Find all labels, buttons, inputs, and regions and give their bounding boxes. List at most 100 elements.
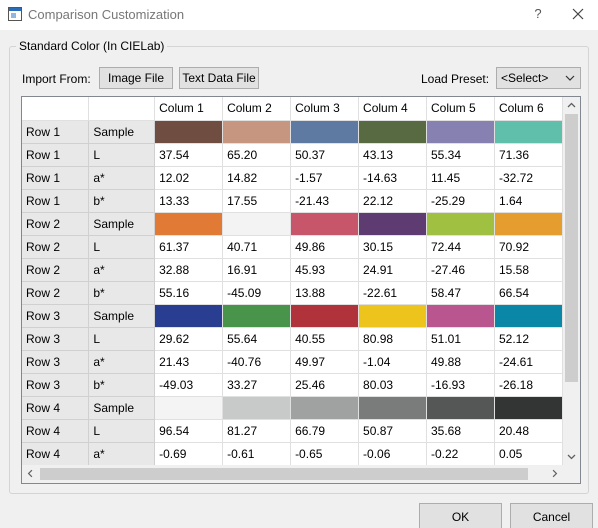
value-cell[interactable]: 55.34 [426,143,495,167]
text-data-file-button[interactable]: Text Data File [179,67,259,89]
value-cell[interactable]: 40.55 [290,327,360,351]
vertical-scrollbar[interactable] [563,97,580,465]
value-cell[interactable]: 80.98 [358,327,427,351]
value-cell[interactable]: 15.58 [494,258,563,282]
scroll-down-icon[interactable] [563,448,580,465]
color-swatch-cell[interactable] [494,396,563,420]
value-cell[interactable]: -0.65 [290,442,360,465]
row-type-cell[interactable]: Sample [88,396,156,420]
color-swatch-cell[interactable] [222,120,292,144]
row-type-cell[interactable]: b* [88,189,156,213]
column-header[interactable]: Colum 1 [154,97,224,121]
value-cell[interactable]: 50.87 [358,419,427,443]
row-type-cell[interactable]: a* [88,350,156,374]
color-swatch-cell[interactable] [358,212,427,236]
value-cell[interactable]: 14.82 [222,166,292,190]
color-swatch-cell[interactable] [290,212,360,236]
value-cell[interactable]: -0.61 [222,442,292,465]
column-header[interactable]: Colum 6 [494,97,563,121]
row-type-cell[interactable]: a* [88,166,156,190]
color-swatch-cell[interactable] [358,304,427,328]
value-cell[interactable]: -22.61 [358,281,427,305]
value-cell[interactable]: 70.92 [494,235,563,259]
vertical-scroll-thumb[interactable] [565,114,578,382]
value-cell[interactable]: 16.91 [222,258,292,282]
cancel-button[interactable]: Cancel [510,503,593,528]
color-swatch-cell[interactable] [358,120,427,144]
help-button[interactable]: ? [534,6,542,21]
value-cell[interactable]: 12.02 [154,166,224,190]
row-name-cell[interactable]: Row 4 [22,419,90,443]
column-header[interactable]: Colum 4 [358,97,427,121]
value-cell[interactable]: -24.61 [494,350,563,374]
row-type-cell[interactable]: L [88,235,156,259]
column-header[interactable]: Colum 2 [222,97,292,121]
value-cell[interactable]: 43.13 [358,143,427,167]
value-cell[interactable]: 1.64 [494,189,563,213]
row-name-cell[interactable]: Row 3 [22,350,90,374]
color-swatch-cell[interactable] [426,120,495,144]
value-cell[interactable]: 51.01 [426,327,495,351]
color-swatch-cell[interactable] [154,120,224,144]
value-cell[interactable]: -21.43 [290,189,360,213]
value-cell[interactable]: -25.29 [426,189,495,213]
row-name-cell[interactable]: Row 2 [22,281,90,305]
color-swatch-cell[interactable] [358,396,427,420]
row-type-cell[interactable]: L [88,143,156,167]
value-cell[interactable]: 52.12 [494,327,563,351]
column-header[interactable]: Colum 3 [290,97,360,121]
color-swatch-cell[interactable] [222,212,292,236]
value-cell[interactable]: -0.06 [358,442,427,465]
row-type-cell[interactable]: a* [88,442,156,465]
value-cell[interactable]: 17.55 [222,189,292,213]
value-cell[interactable]: -16.93 [426,373,495,397]
load-preset-select[interactable]: <Select> [496,67,581,89]
value-cell[interactable]: 37.54 [154,143,224,167]
value-cell[interactable]: 49.97 [290,350,360,374]
value-cell[interactable]: 33.27 [222,373,292,397]
value-cell[interactable]: 80.03 [358,373,427,397]
value-cell[interactable]: -32.72 [494,166,563,190]
row-name-cell[interactable]: Row 1 [22,166,90,190]
row-type-cell[interactable]: L [88,327,156,351]
value-cell[interactable]: 49.86 [290,235,360,259]
value-cell[interactable]: 11.45 [426,166,495,190]
value-cell[interactable]: 65.20 [222,143,292,167]
color-swatch-cell[interactable] [222,304,292,328]
value-cell[interactable]: 58.47 [426,281,495,305]
column-header[interactable]: Colum 5 [426,97,495,121]
row-name-cell[interactable]: Row 3 [22,327,90,351]
value-cell[interactable]: 35.68 [426,419,495,443]
value-cell[interactable]: 55.64 [222,327,292,351]
value-cell[interactable]: 45.93 [290,258,360,282]
value-cell[interactable]: -0.22 [426,442,495,465]
value-cell[interactable]: 71.36 [494,143,563,167]
color-swatch-cell[interactable] [154,212,224,236]
value-cell[interactable]: 55.16 [154,281,224,305]
horizontal-scroll-thumb[interactable] [40,468,528,480]
row-name-cell[interactable]: Row 2 [22,235,90,259]
color-swatch-cell[interactable] [290,120,360,144]
color-swatch-cell[interactable] [154,396,224,420]
value-cell[interactable]: 81.27 [222,419,292,443]
value-cell[interactable]: 20.48 [494,419,563,443]
row-name-cell[interactable]: Row 3 [22,373,90,397]
value-cell[interactable]: -1.04 [358,350,427,374]
color-swatch-cell[interactable] [426,212,495,236]
value-cell[interactable]: 22.12 [358,189,427,213]
value-cell[interactable]: -40.76 [222,350,292,374]
row-type-cell[interactable]: b* [88,373,156,397]
color-swatch-cell[interactable] [494,212,563,236]
color-swatch-cell[interactable] [494,304,563,328]
value-cell[interactable]: 66.54 [494,281,563,305]
row-type-cell[interactable]: b* [88,281,156,305]
value-cell[interactable]: -14.63 [358,166,427,190]
value-cell[interactable]: 25.46 [290,373,360,397]
color-swatch-cell[interactable] [154,304,224,328]
row-type-cell[interactable]: Sample [88,120,156,144]
value-cell[interactable]: 66.79 [290,419,360,443]
row-name-cell[interactable]: Row 1 [22,189,90,213]
row-name-cell[interactable]: Row 3 [22,304,90,328]
value-cell[interactable]: 40.71 [222,235,292,259]
row-type-cell[interactable]: a* [88,258,156,282]
